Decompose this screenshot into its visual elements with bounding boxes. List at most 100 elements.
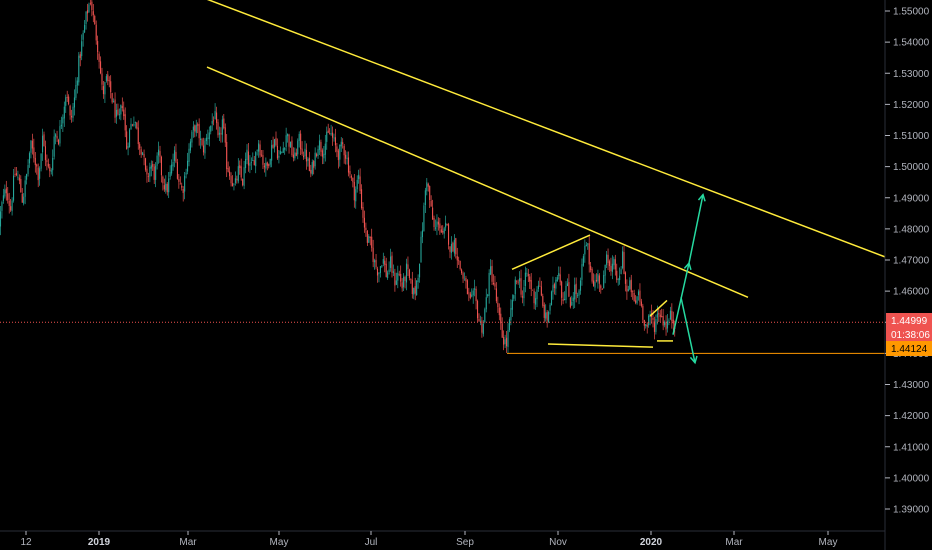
candle-body [65,97,67,106]
candle-body [658,312,660,315]
candle-body [24,180,26,197]
candle-body [36,164,38,167]
candle-body [153,166,155,180]
candle-body [550,291,553,306]
candle-body [379,266,381,273]
candle-body [184,175,186,192]
candle-body [0,211,2,227]
price-tick-label: 1.46000 [893,287,930,298]
candle-body [321,150,323,157]
drawing-layer[interactable] [0,0,886,365]
candle-body [289,141,292,148]
candle-body [255,152,257,167]
candle-body [481,320,483,333]
projection-arrow[interactable] [680,297,696,363]
candle-body [424,190,426,206]
candle-body [448,224,450,245]
candle-body [635,300,637,303]
candle-body [185,172,187,175]
candle-body [159,151,161,157]
candle-body [107,74,109,81]
candle-body [498,307,500,316]
candle-body [56,136,58,139]
candle-body [632,290,634,292]
candle-body [511,300,513,310]
candle-body [349,170,351,175]
candle-body [419,263,421,278]
candle-body [27,165,29,174]
candle-body [17,176,19,178]
candle-body [356,179,358,190]
candle-body [623,252,625,274]
candle-body [169,171,171,177]
candle-body [108,80,110,82]
candle-body [545,312,547,319]
trendline[interactable] [511,234,591,271]
price-tick-label: 1.41000 [893,442,930,453]
candle-body [598,275,600,284]
price-tick-label: 1.47000 [893,256,930,267]
candle-body [207,137,209,139]
candle-body [258,143,260,152]
trendline[interactable] [197,0,886,258]
candle-body [549,304,551,311]
candle-body [342,142,344,145]
candle-body [221,119,223,135]
candle-body [449,246,451,252]
candle-body [578,290,580,296]
candle-body [514,279,516,295]
candle-body [201,139,203,146]
trendline[interactable] [547,343,654,348]
candle-body [381,265,383,267]
candle-body [33,147,35,159]
candle-body [369,236,371,238]
candle-body [46,160,48,163]
candle-body [320,142,322,152]
candle-body [113,101,115,103]
arrow-head-icon [697,193,706,202]
candle-body [282,148,284,153]
candle-body [266,162,268,166]
candle-body [120,104,122,115]
candle-body [526,272,528,274]
candle-body [665,322,667,330]
candle-body [608,261,611,267]
candle-body [417,278,419,283]
candle-body [271,145,273,161]
candle-body [129,129,131,148]
candle-body [397,272,399,281]
candle-body [472,290,474,296]
candle-body [597,273,599,282]
candle-body [579,280,582,291]
candle-body [530,279,532,290]
price-tick-label: 1.39000 [893,505,930,516]
candle-body [485,297,487,310]
time-tick-label: 2019 [88,537,111,548]
candle-body [556,277,558,282]
candle-body [311,162,313,175]
candle-body [268,164,270,166]
candle-body [114,99,116,118]
candle-body [664,321,666,326]
candle-body [413,287,415,295]
candle-body [130,123,132,130]
candle-body [359,176,361,191]
candle-body [562,298,564,301]
candle-body [606,254,608,265]
time-axis[interactable]: 12 2019 Mar May Jul Sep Nov 2020 Mar May [20,531,837,548]
candle-body [229,171,231,177]
candle-body [205,137,207,141]
candle-body [136,122,138,129]
candle-body [468,292,470,294]
trendline[interactable] [649,299,668,317]
candle-body [334,137,336,146]
candle-body [55,134,57,137]
candle-body [253,160,255,166]
candle-body [287,133,289,137]
candle-body [198,124,200,139]
candle-body [671,311,673,322]
candle-body [2,195,4,201]
candle-body [168,178,170,193]
trendline[interactable] [206,66,749,299]
